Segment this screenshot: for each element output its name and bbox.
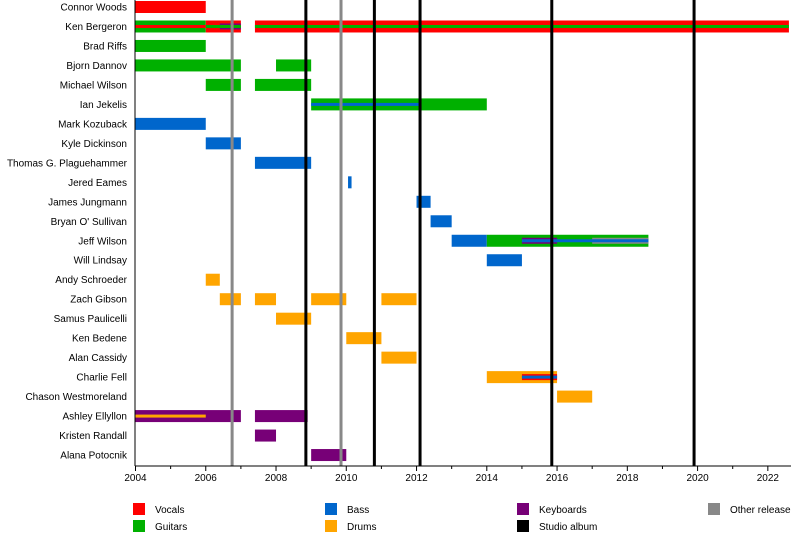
member-label: Andy Schroeder xyxy=(55,275,127,286)
legend-swatch-guitars xyxy=(133,520,145,532)
member-label: Michael Wilson xyxy=(60,80,127,91)
x-tick-label: 2016 xyxy=(546,473,569,484)
bar-bass xyxy=(205,137,241,150)
bar-guitars xyxy=(254,24,789,28)
bar-vocals xyxy=(135,24,206,28)
legend-swatch-bass xyxy=(325,503,337,515)
member-label: Kyle Dickinson xyxy=(61,139,127,150)
legend-label: Guitars xyxy=(155,522,187,533)
bar-drums xyxy=(135,414,206,418)
x-tick-label: 2006 xyxy=(195,473,218,484)
member-label: Mark Kozuback xyxy=(58,119,128,130)
bar-drums xyxy=(557,390,593,403)
member-label: Charlie Fell xyxy=(76,373,127,384)
bar-keyboards xyxy=(254,429,277,442)
bar-drums xyxy=(311,293,347,306)
member-label: Jeff Wilson xyxy=(78,236,127,247)
legend-label: Studio album xyxy=(539,522,597,533)
x-tick-label: 2018 xyxy=(616,473,639,484)
legend-swatch-keyboards xyxy=(517,503,529,515)
x-tick-label: 2004 xyxy=(124,473,147,484)
member-label: Jered Eames xyxy=(68,178,127,189)
legend-label: Drums xyxy=(347,522,376,533)
bar-guitars xyxy=(135,39,206,52)
bar-bass xyxy=(135,117,206,130)
member-label: Zach Gibson xyxy=(70,295,127,306)
bar-bass xyxy=(254,156,312,169)
member-label: Alana Potocnik xyxy=(60,451,128,462)
legend-label: Other release xyxy=(730,505,791,516)
bar-keyboards xyxy=(254,410,308,423)
bar-bass xyxy=(311,102,421,106)
bar-bass xyxy=(348,176,352,189)
member-label: Kristen Randall xyxy=(59,431,127,442)
member-label: Will Lindsay xyxy=(74,256,127,267)
member-label: Ian Jekelis xyxy=(80,100,127,111)
bar-drums xyxy=(276,312,312,325)
bar-drums xyxy=(381,293,417,306)
member-label: Brad Riffs xyxy=(83,41,127,52)
bar-drums xyxy=(346,332,382,345)
bar-bass xyxy=(486,254,522,267)
member-label: Connor Woods xyxy=(60,3,127,14)
bar-bass xyxy=(451,234,487,247)
bar-drums xyxy=(219,293,241,306)
member-label: Chason Westmoreland xyxy=(25,392,127,403)
member-label: Thomas G. Plaguehammer xyxy=(7,158,128,169)
x-tick-label: 2008 xyxy=(265,473,288,484)
x-tick-label: 2020 xyxy=(686,473,709,484)
legend-label: Vocals xyxy=(155,505,184,516)
member-label: Alan Cassidy xyxy=(69,353,127,364)
member-label: James Jungmann xyxy=(48,197,127,208)
legend-swatch-studio-album xyxy=(517,520,529,532)
legend-swatch-vocals xyxy=(133,503,145,515)
x-tick-label: 2010 xyxy=(335,473,358,484)
bar-guitars xyxy=(135,59,241,72)
bar-guitars xyxy=(205,78,241,91)
legend-label: Keyboards xyxy=(539,505,587,516)
bar-drums xyxy=(254,293,277,306)
x-tick-label: 2014 xyxy=(476,473,499,484)
bar-bass xyxy=(521,375,558,379)
legend-label: Bass xyxy=(347,505,369,516)
legend-swatch-other-release xyxy=(708,503,720,515)
legend-swatch-drums xyxy=(325,520,337,532)
bar-bass xyxy=(430,215,452,228)
bar-guitars xyxy=(276,59,312,72)
member-label: Ashley Ellyllon xyxy=(63,412,127,423)
x-tick-label: 2022 xyxy=(757,473,780,484)
member-label: Samus Paulicelli xyxy=(54,314,127,325)
bar-bass xyxy=(521,239,649,243)
member-label: Bryan O' Sullivan xyxy=(51,217,127,228)
member-label: Ken Bedene xyxy=(72,334,127,345)
bar-keyboards xyxy=(311,449,347,462)
bar-vocals xyxy=(135,1,206,13)
member-label: Bjorn Dannov xyxy=(66,61,127,72)
member-label: Ken Bergeron xyxy=(65,22,127,33)
bar-guitars xyxy=(205,24,241,28)
x-tick-label: 2012 xyxy=(405,473,428,484)
bar-drums xyxy=(205,273,220,286)
bar-drums xyxy=(381,351,417,364)
bar-guitars xyxy=(254,78,312,91)
